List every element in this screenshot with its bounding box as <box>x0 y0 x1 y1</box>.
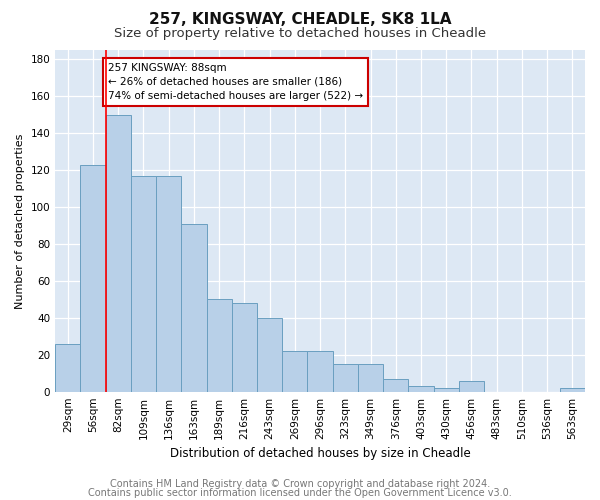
Bar <box>332 364 358 392</box>
Bar <box>106 114 131 392</box>
Bar <box>131 176 156 392</box>
Bar <box>206 300 232 392</box>
Bar <box>383 379 409 392</box>
Bar <box>560 388 585 392</box>
Bar <box>156 176 181 392</box>
Bar <box>55 344 80 392</box>
Text: Size of property relative to detached houses in Cheadle: Size of property relative to detached ho… <box>114 28 486 40</box>
Bar <box>358 364 383 392</box>
Text: Contains HM Land Registry data © Crown copyright and database right 2024.: Contains HM Land Registry data © Crown c… <box>110 479 490 489</box>
Bar <box>434 388 459 392</box>
Bar <box>459 380 484 392</box>
Text: Contains public sector information licensed under the Open Government Licence v3: Contains public sector information licen… <box>88 488 512 498</box>
Bar <box>80 164 106 392</box>
Bar <box>181 224 206 392</box>
Bar <box>282 351 307 392</box>
Text: 257, KINGSWAY, CHEADLE, SK8 1LA: 257, KINGSWAY, CHEADLE, SK8 1LA <box>149 12 451 28</box>
Y-axis label: Number of detached properties: Number of detached properties <box>15 133 25 308</box>
Text: 257 KINGSWAY: 88sqm
← 26% of detached houses are smaller (186)
74% of semi-detac: 257 KINGSWAY: 88sqm ← 26% of detached ho… <box>108 63 363 101</box>
Bar <box>307 351 332 392</box>
Bar <box>257 318 282 392</box>
X-axis label: Distribution of detached houses by size in Cheadle: Distribution of detached houses by size … <box>170 447 470 460</box>
Bar <box>409 386 434 392</box>
Bar <box>232 303 257 392</box>
